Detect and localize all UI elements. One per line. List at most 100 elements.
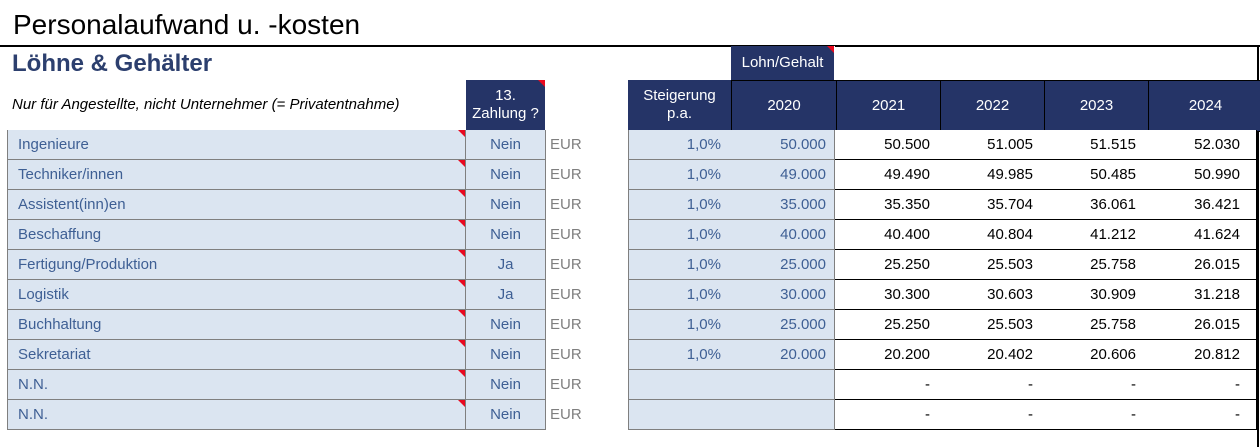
increase-rate-input[interactable]: 1,0% [628,190,732,220]
salary-2024-value-text: 41.624 [1194,226,1240,243]
thirteenth-payment-select[interactable]: Ja [466,250,546,280]
currency-label-text: EUR [550,376,582,393]
thirteenth-payment-select[interactable]: Nein [466,160,546,190]
header-lohn-gehalt-label: Lohn/Gehalt [741,54,824,71]
salary-2022-value: 51.005 [938,130,1042,160]
salary-2023-value-text: 51.515 [1090,136,1136,153]
increase-rate-input[interactable]: 1,0% [628,310,732,340]
row-label-input[interactable]: Sekretariat [7,340,466,370]
row-label-input[interactable]: N.N. [7,370,466,400]
comment-marker-icon[interactable] [458,400,465,407]
salary-2023-value: 25.758 [1041,250,1145,280]
row-label-input[interactable]: Fertigung/Produktion [7,250,466,280]
comment-marker-icon[interactable] [458,280,465,287]
salary-2022-value: 35.704 [938,190,1042,220]
salary-2020-input[interactable]: 35.000 [731,190,835,220]
header-13-zahlung[interactable]: 13. Zahlung ? [466,80,546,130]
currency-label-text: EUR [550,256,582,273]
row-label-input[interactable]: Buchhaltung [7,310,466,340]
salary-2021-value: - [835,400,939,430]
header-lohn-gehalt[interactable]: Lohn/Gehalt [731,46,835,80]
salary-2021-value-text: - [925,376,930,393]
comment-marker-icon[interactable] [827,46,834,53]
salary-2022-value: 30.603 [938,280,1042,310]
salary-2021-value-text: 35.350 [884,196,930,213]
salary-2020-input[interactable]: 50.000 [731,130,835,160]
increase-rate-input-text: 1,0% [686,286,721,303]
thirteenth-payment-select[interactable]: Nein [466,340,546,370]
salary-2020-input-text: 49.000 [780,166,826,183]
salary-2022-value-text: - [1028,376,1033,393]
thirteenth-payment-select[interactable]: Nein [466,130,546,160]
currency-label: EUR [546,250,628,280]
comment-marker-icon[interactable] [458,340,465,347]
row-label-input-text: Ingenieure [18,136,89,153]
thirteenth-payment-select[interactable]: Nein [466,310,546,340]
thirteenth-payment-select[interactable]: Nein [466,400,546,430]
salary-2023-value-text: 36.061 [1090,196,1136,213]
salary-2020-input[interactable]: 40.000 [731,220,835,250]
header-steigerung: Steigerung p.a. [628,80,732,130]
increase-rate-input[interactable]: 1,0% [628,160,732,190]
row-label-input[interactable]: Techniker/innen [7,160,466,190]
row-label-input-text: N.N. [18,406,48,423]
salary-2021-value-text: 49.490 [884,166,930,183]
salary-2024-value: 36.421 [1144,190,1257,220]
currency-label: EUR [546,280,628,310]
header-13-line1: 13. [495,87,516,104]
increase-rate-input[interactable]: 1,0% [628,340,732,370]
row-label-input[interactable]: Logistik [7,280,466,310]
row-label-input[interactable]: Assistent(inn)en [7,190,466,220]
comment-marker-icon[interactable] [458,190,465,197]
row-label-input-text: Techniker/innen [18,166,124,183]
row-label-input[interactable]: Ingenieure [7,130,466,160]
increase-rate-input[interactable]: 1,0% [628,250,732,280]
salary-2021-value-text: 25.250 [884,256,930,273]
salary-2021-value: 49.490 [835,160,939,190]
row-label-input[interactable]: Beschaffung [7,220,466,250]
table-row: Ingenieure Nein EUR 1,0% 50.000 50.500 51.005 5… [7,130,1257,160]
row-label-input-text: Fertigung/Produktion [18,256,158,273]
header-steigerung-line2: p.a. [666,105,693,122]
salary-2024-value-text: 20.812 [1194,346,1240,363]
comment-marker-icon[interactable] [458,310,465,317]
thirteenth-payment-select[interactable]: Ja [466,280,546,310]
salary-2020-input[interactable]: 30.000 [731,280,835,310]
salary-2024-value-text: 31.218 [1194,286,1240,303]
increase-rate-input[interactable]: 1,0% [628,130,732,160]
row-label-input-text: Sekretariat [18,346,91,363]
salary-2023-value-text: 25.758 [1090,256,1136,273]
salary-2020-input[interactable]: 25.000 [731,310,835,340]
comment-marker-icon[interactable] [458,130,465,137]
thirteenth-payment-select-text: Ja [497,286,514,303]
row-label-input[interactable]: N.N. [7,400,466,430]
comment-marker-icon[interactable] [458,370,465,377]
thirteenth-payment-select[interactable]: Nein [466,370,546,400]
increase-rate-input[interactable]: 1,0% [628,220,732,250]
salary-2023-value: - [1041,400,1145,430]
increase-rate-input-text: 1,0% [686,136,721,153]
comment-marker-icon[interactable] [458,250,465,257]
salary-2020-input[interactable]: 49.000 [731,160,835,190]
thirteenth-payment-select[interactable]: Nein [466,190,546,220]
increase-rate-input[interactable] [628,370,732,400]
thirteenth-payment-select-text: Nein [490,316,521,333]
thirteenth-payment-select[interactable]: Nein [466,220,546,250]
increase-rate-input[interactable]: 1,0% [628,280,732,310]
comment-marker-icon[interactable] [458,220,465,227]
currency-label: EUR [546,160,628,190]
right-border [1257,45,1259,447]
comment-marker-icon[interactable] [538,80,545,87]
comment-marker-icon[interactable] [458,160,465,167]
increase-rate-input[interactable] [628,400,732,430]
salary-2020-input[interactable]: 25.000 [731,250,835,280]
salary-2022-value-text: 20.402 [987,346,1033,363]
currency-label: EUR [546,400,628,430]
salary-2020-input[interactable] [731,370,835,400]
table-row: N.N. Nein EUR - - - - [7,400,1257,430]
salary-2021-value: 25.250 [835,250,939,280]
salary-2020-input[interactable]: 20.000 [731,340,835,370]
salary-2024-value: 20.812 [1144,340,1257,370]
salary-2020-input[interactable] [731,400,835,430]
salary-2021-value: 30.300 [835,280,939,310]
